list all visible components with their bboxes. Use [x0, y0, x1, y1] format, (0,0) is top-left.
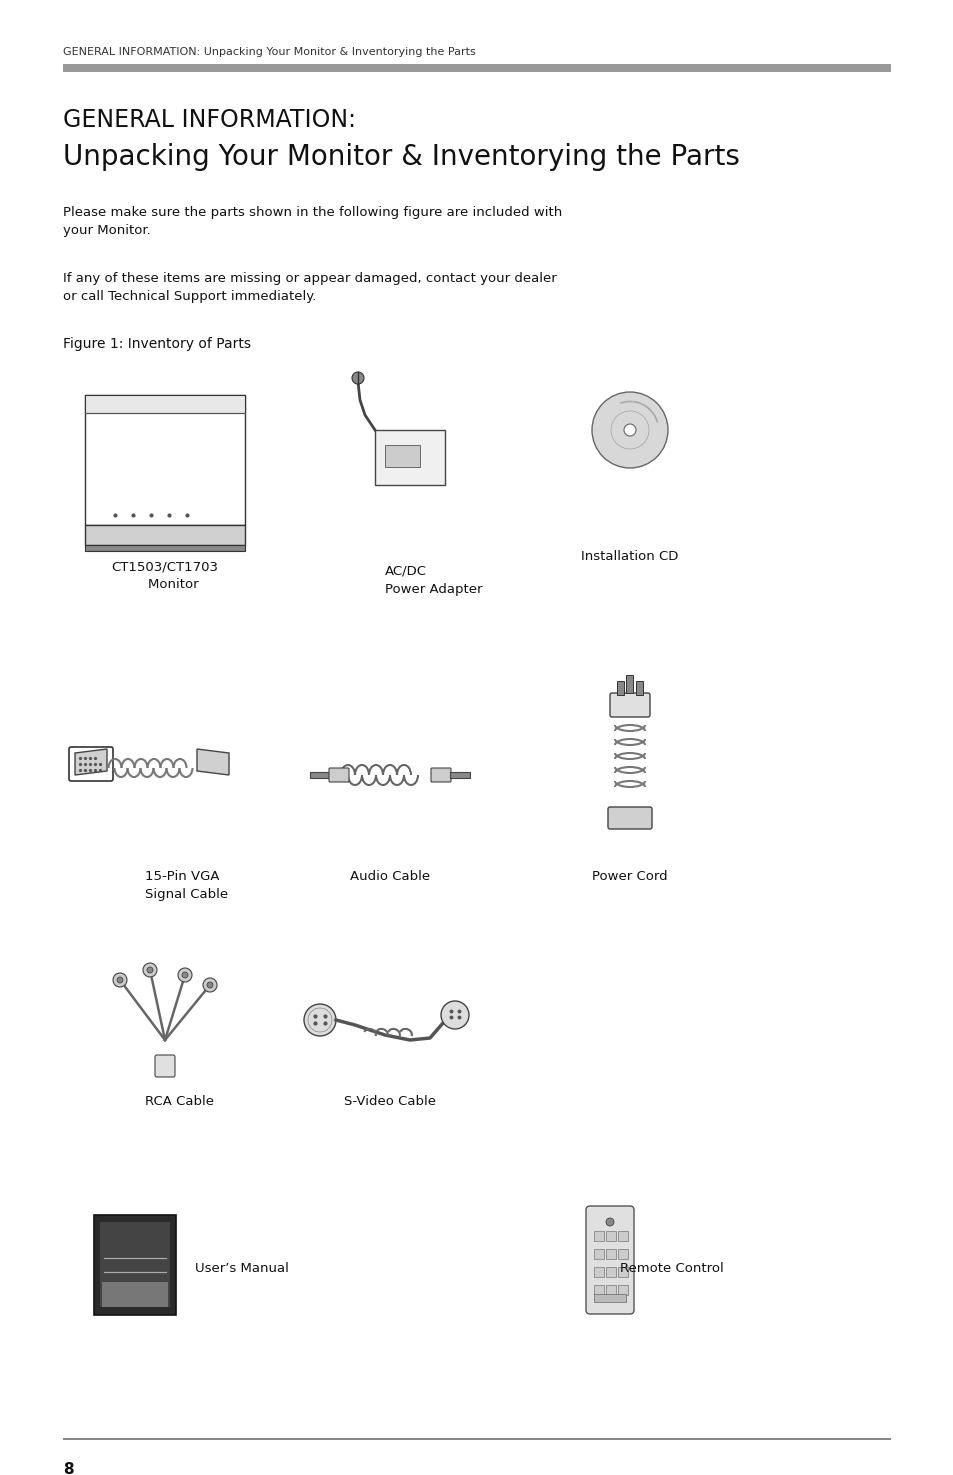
Text: CT1503/CT1703
    Monitor: CT1503/CT1703 Monitor — [112, 560, 218, 591]
Bar — [594, 1267, 603, 1277]
Bar — [605, 1232, 616, 1240]
FancyBboxPatch shape — [329, 768, 349, 782]
Bar — [85, 395, 245, 525]
Circle shape — [112, 974, 127, 987]
Bar — [102, 1282, 168, 1307]
Polygon shape — [75, 749, 107, 774]
Text: AC/DC
Power Adapter: AC/DC Power Adapter — [385, 565, 482, 596]
Circle shape — [623, 423, 636, 437]
Bar — [618, 1249, 627, 1260]
Circle shape — [182, 972, 188, 978]
Polygon shape — [375, 431, 444, 485]
Bar — [63, 1438, 890, 1440]
FancyBboxPatch shape — [607, 807, 651, 829]
Text: 8: 8 — [63, 1462, 73, 1475]
FancyBboxPatch shape — [609, 693, 649, 717]
Text: If any of these items are missing or appear damaged, contact your dealer
or call: If any of these items are missing or app… — [63, 271, 557, 302]
Text: Remote Control: Remote Control — [619, 1263, 723, 1274]
Bar — [617, 681, 623, 695]
Circle shape — [605, 1218, 614, 1226]
Text: Power Cord: Power Cord — [592, 870, 667, 884]
Bar — [618, 1267, 627, 1277]
Text: GENERAL INFORMATION:: GENERAL INFORMATION: — [63, 108, 355, 131]
Bar — [100, 1221, 170, 1307]
Text: User’s Manual: User’s Manual — [194, 1263, 289, 1274]
Circle shape — [440, 1002, 469, 1030]
Bar — [450, 771, 470, 777]
Circle shape — [207, 982, 213, 988]
Text: 15-Pin VGA
Signal Cable: 15-Pin VGA Signal Cable — [145, 870, 228, 901]
Bar — [594, 1249, 603, 1260]
Circle shape — [147, 968, 152, 974]
Text: Audio Cable: Audio Cable — [350, 870, 430, 884]
Text: GENERAL INFORMATION: Unpacking Your Monitor & Inventorying the Parts: GENERAL INFORMATION: Unpacking Your Moni… — [63, 47, 476, 58]
Bar — [85, 395, 245, 413]
Circle shape — [592, 392, 667, 468]
Bar — [605, 1249, 616, 1260]
Bar — [594, 1285, 603, 1295]
Text: Installation CD: Installation CD — [580, 550, 678, 563]
Circle shape — [304, 1004, 335, 1035]
Bar — [85, 544, 245, 552]
Circle shape — [117, 976, 123, 982]
Text: Please make sure the parts shown in the following figure are included with
your : Please make sure the parts shown in the … — [63, 207, 561, 237]
Bar — [594, 1232, 603, 1240]
FancyBboxPatch shape — [431, 768, 451, 782]
Circle shape — [143, 963, 157, 976]
Polygon shape — [196, 749, 229, 774]
Bar — [63, 63, 890, 72]
Bar — [605, 1285, 616, 1295]
Bar — [85, 525, 245, 544]
Bar — [385, 445, 419, 468]
Text: S-Video Cable: S-Video Cable — [344, 1094, 436, 1108]
Text: Figure 1: Inventory of Parts: Figure 1: Inventory of Parts — [63, 336, 251, 351]
Bar — [94, 1215, 175, 1316]
Text: RCA Cable: RCA Cable — [145, 1094, 213, 1108]
Bar — [605, 1267, 616, 1277]
Circle shape — [203, 978, 216, 993]
Bar — [594, 1294, 625, 1302]
Circle shape — [352, 372, 364, 384]
Bar — [625, 676, 633, 693]
Bar — [618, 1285, 627, 1295]
Text: Unpacking Your Monitor & Inventorying the Parts: Unpacking Your Monitor & Inventorying th… — [63, 143, 740, 171]
Circle shape — [178, 968, 192, 982]
Bar — [310, 771, 330, 777]
Bar — [636, 681, 642, 695]
FancyBboxPatch shape — [585, 1207, 634, 1314]
FancyBboxPatch shape — [154, 1055, 174, 1077]
Bar — [618, 1232, 627, 1240]
